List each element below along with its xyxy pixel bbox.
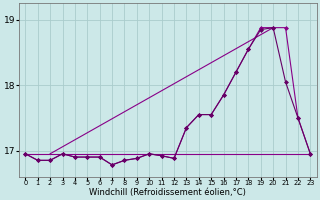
X-axis label: Windchill (Refroidissement éolien,°C): Windchill (Refroidissement éolien,°C) <box>89 188 246 197</box>
